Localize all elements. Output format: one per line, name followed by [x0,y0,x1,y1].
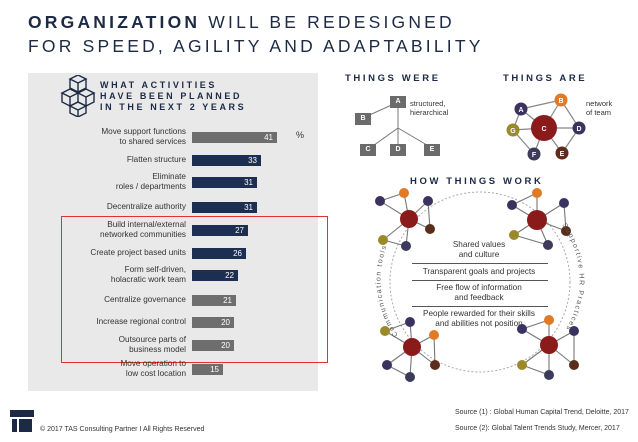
bar: 21 [192,295,236,306]
highlight-box [61,216,328,363]
right-arc-label: Supportive HR Practices [560,222,584,332]
chart-row: Move operation to low cost location 15 [28,359,223,381]
chart-row: Eliminate roles / departments 31 [28,172,257,194]
bar-value-label: 21 [223,296,232,305]
network-cluster-top-right [507,188,571,250]
bar-value-label: 27 [235,226,244,235]
chart-row: Outsource parts of business model 20 [28,335,234,357]
tas-logo [10,410,34,432]
hier-box-c: C [360,144,376,156]
net-label-b: B [558,98,563,105]
copyright: © 2017 TAS Consulting Partner I All Righ… [40,426,205,433]
bar-value-label: 41 [264,133,273,142]
chart-row: Decentralize authority 31 [28,201,257,219]
how-item-2: Transparent goals and projects [422,267,536,276]
how-item-4: People rewarded for their skills and abi… [423,309,535,328]
bar-value-label: 20 [221,318,230,327]
title-rest: WILL BE REDESIGNED [200,12,455,32]
title-bold: ORGANIZATION [28,12,201,32]
bar-category-label: Outsource parts of business model [118,335,186,354]
bar-value-label: 31 [244,203,253,212]
how-diagram: Communication tools Supportive HR Practi… [375,188,584,382]
bar-value-label: 33 [248,156,257,165]
bar: 15 [192,364,223,375]
chart-row: Flatten structure 33 [28,154,261,172]
bar: 33 [192,155,261,166]
bar-category-label: Build internal/external networked commun… [99,220,186,239]
bar-value-label: 22 [225,271,234,280]
net-label-c: C [541,126,546,133]
hier-box-b: B [355,113,371,125]
chart-row: Form self-driven, holacratic work team 22 [28,265,238,287]
activities-panel: WHAT ACTIVITIES HAVE BEEN PLANNED IN THE… [28,73,328,391]
network-cluster-top-left [375,188,435,251]
bar-category-label: Form self-driven, holacratic work team [110,265,186,284]
dashed-circle [389,191,571,373]
cubes-icon [60,75,96,117]
net-node-e [555,146,569,160]
hier-box-a: A [390,96,406,108]
page-title: ORGANIZATION WILL BE REDESIGNED FOR SPEE… [28,10,484,58]
bar-value-label: 31 [244,178,253,187]
left-arc-text: Communication tools [375,244,398,338]
bar: 26 [192,248,246,259]
network-cluster-bottom-right [517,315,579,380]
hier-box-e: E [424,144,440,156]
network-diagram: A B C D E F G [506,93,586,161]
chart-row: Build internal/external networked commun… [28,220,248,242]
how-heading: HOW THINGS WORK [410,176,544,187]
net-node-b [554,93,568,107]
how-divider-1 [412,263,548,264]
bar: 31 [192,177,257,188]
bar-value-label: 20 [221,341,230,350]
hier-box-d: D [390,144,406,156]
bar: 27 [192,225,248,236]
title-line2: FOR SPEED, AGILITY AND ADAPTABILITY [28,36,484,56]
hierarchy-note: structured, hierarchical [410,99,449,117]
source-1: Source (1) : Global Human Capital Trend,… [455,409,629,416]
chart-row: Create project based units 26 [28,247,246,265]
net-label-d: D [576,126,581,133]
source-2: Source (2): Global Talent Trends Study, … [455,425,620,432]
bar: 31 [192,202,257,213]
net-node-d [572,121,586,135]
bar-category-label: Create project based units [90,248,186,257]
bar-value-label: 15 [210,365,219,374]
network-cluster-bottom-left [380,317,440,382]
bar-category-label: Eliminate roles / departments [115,172,186,191]
things-were-heading: THINGS WERE [345,73,441,84]
bar: 20 [192,317,234,328]
bar-category-label: Decentralize authority [106,202,186,211]
net-node-c [531,115,557,141]
things-are-heading: THINGS ARE [503,73,588,84]
panel-heading: WHAT ACTIVITIES HAVE BEEN PLANNED IN THE… [100,80,247,112]
right-arc-text: Supportive HR Practices [560,222,583,332]
how-item-1: Shared values and culture [452,240,506,259]
chart-row: Increase regional control 20 [28,316,234,334]
chart-row: Centralize governance 21 [28,294,236,312]
net-label-a: A [518,107,523,114]
unit-label: % [296,130,305,140]
net-node-g [506,123,520,137]
bar-category-label: Move operation to low cost location [120,359,186,378]
network-note: network of team [586,99,613,117]
bar: 20 [192,340,234,351]
net-label-g: G [510,128,516,135]
bar-category-label: Increase regional control [96,317,186,326]
left-arc-label: Communication tools [375,244,399,338]
bar-category-label: Move support functions to shared service… [101,127,186,146]
chart-row: Move support functions to shared service… [28,127,277,149]
net-label-f: F [532,152,537,159]
bar-category-label: Flatten structure [126,155,186,164]
how-item-3: Free flow of information and feedback [436,283,522,302]
net-node-f [527,147,541,161]
bar: 41 [192,132,277,143]
bar: 22 [192,270,238,281]
net-label-e: E [560,151,565,158]
how-divider-3 [412,306,548,307]
how-divider-2 [412,280,548,281]
net-node-a [514,102,528,116]
bar-category-label: Centralize governance [104,295,186,304]
bar-value-label: 26 [233,249,242,258]
